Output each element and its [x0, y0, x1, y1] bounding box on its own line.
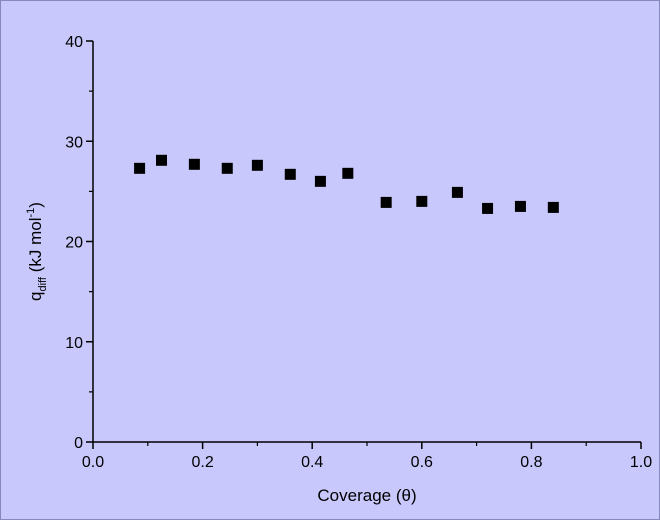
x-tick-label: 0.2	[191, 454, 213, 471]
axis-ticks	[86, 40, 642, 449]
y-tick-label: 30	[65, 134, 83, 151]
tick-labels: 0.0 0.2 0.4 0.6 0.8 1.0 0 10 20 30 40	[65, 34, 652, 471]
data-point	[156, 154, 167, 166]
y-tick-label: 0	[74, 435, 83, 452]
data-point	[380, 196, 392, 208]
y-tick-label: 10	[65, 335, 83, 352]
data-point	[284, 168, 296, 180]
x-tick-label: 0.8	[520, 454, 542, 471]
x-tick-label: 0.4	[301, 454, 323, 471]
y-axis-title: qdiff (kJ mol-1)	[25, 202, 49, 301]
x-tick-label: 1.0	[630, 454, 652, 471]
data-point	[416, 195, 428, 207]
y-axis-title-superscript: -1	[25, 208, 37, 218]
y-tick-label: 40	[65, 34, 83, 51]
y-axis-title-unit-close: )	[26, 202, 45, 208]
data-point	[547, 201, 559, 213]
data-point	[314, 175, 326, 187]
data-point	[134, 162, 146, 174]
y-axis-title-subscript: diff	[37, 276, 49, 291]
data-point	[482, 202, 494, 214]
y-tick-label: 20	[65, 235, 83, 252]
data-point	[342, 167, 354, 179]
x-tick-label: 0.0	[82, 454, 104, 471]
x-axis-title: Coverage (θ)	[317, 486, 416, 505]
data-point	[451, 186, 463, 198]
data-points	[134, 154, 559, 214]
data-point	[251, 159, 263, 171]
y-axis-title-main: q	[26, 291, 45, 300]
data-point	[514, 200, 526, 212]
data-point	[221, 162, 233, 174]
x-tick-label: 0.6	[411, 454, 433, 471]
y-axis-title-unit: (kJ mol	[26, 218, 45, 278]
data-point	[188, 158, 200, 170]
